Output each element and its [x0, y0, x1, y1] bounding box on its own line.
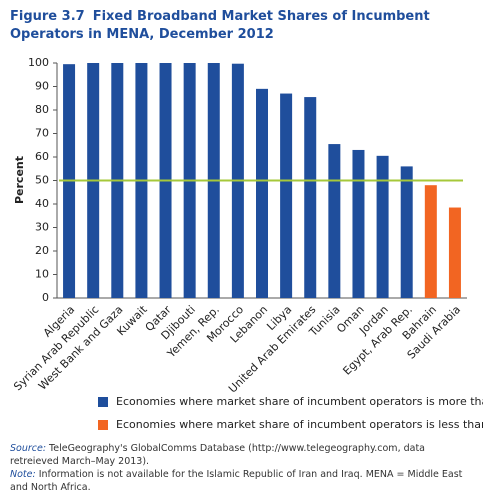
note: Note: Information is not available for th…: [10, 468, 475, 494]
y-axis-label: Percent: [13, 156, 26, 204]
y-tick-label: 50: [35, 174, 49, 187]
bar: [280, 93, 293, 298]
bar: [424, 185, 437, 298]
bar: [448, 207, 461, 298]
note-label: Note:: [10, 469, 36, 480]
y-tick-label: 60: [35, 150, 49, 163]
legend-swatch: [98, 420, 108, 430]
note-label: Source:: [10, 443, 47, 454]
y-tick-label: 70: [35, 127, 49, 140]
y-tick-label: 100: [28, 56, 49, 69]
bar: [400, 166, 413, 298]
y-tick-label: 30: [35, 221, 49, 234]
bar: [352, 149, 365, 298]
title-block: Figure 3.7 Fixed Broadband Market Shares …: [10, 8, 475, 44]
bar: [328, 144, 341, 298]
chart-title: Fixed Broadband Market Shares of Incumbe…: [10, 9, 430, 42]
note: Source: TeleGeography's GlobalComms Datab…: [10, 442, 475, 468]
y-tick-label: 0: [42, 291, 49, 304]
bar: [304, 97, 317, 298]
y-tick-label: 90: [35, 80, 49, 93]
note-text: Information is not available for the Isl…: [10, 469, 463, 493]
notes: Source: TeleGeography's GlobalComms Datab…: [10, 442, 475, 494]
bar: [256, 88, 268, 298]
y-tick-label: 40: [35, 197, 49, 210]
bar: [376, 155, 389, 298]
legend-label: Economies where market share of incumben…: [116, 418, 483, 431]
legend-label: Economies where market share of incumben…: [116, 395, 483, 408]
legend-swatch: [98, 397, 108, 407]
note-text: TeleGeography's GlobalComms Database (ht…: [10, 443, 426, 467]
chart: Percent 0102030405060708090100AlgeriaSyr…: [11, 56, 483, 431]
y-tick-label: 10: [35, 268, 49, 281]
y-tick-label: 20: [35, 244, 49, 257]
figure-label: Figure 3.7: [10, 9, 85, 24]
y-tick-label: 80: [35, 103, 49, 116]
